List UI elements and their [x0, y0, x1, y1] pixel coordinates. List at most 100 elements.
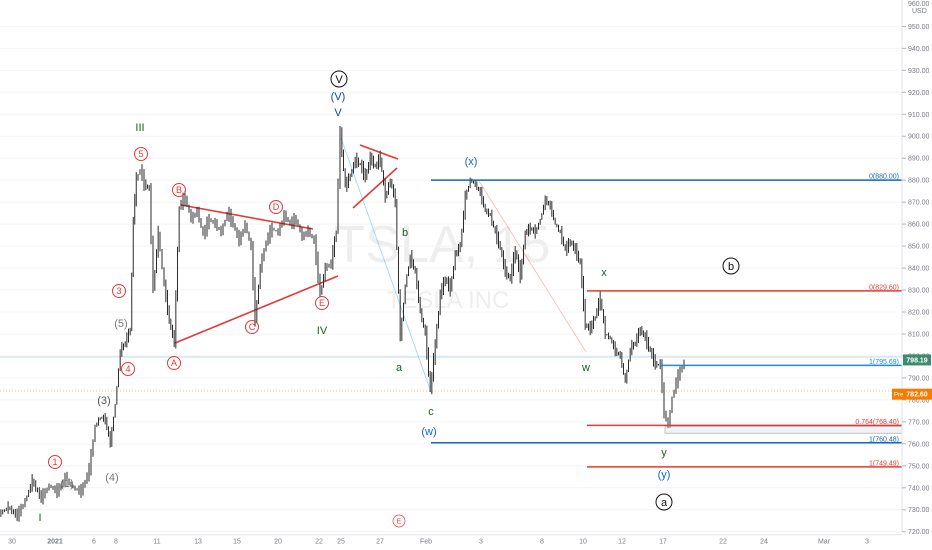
watermark: TSLA, 15 TESLA INC [334, 216, 551, 314]
fib-label: 0.764(768.40) [855, 419, 899, 426]
x-tick-label: 8 [540, 539, 544, 546]
wave-label: c [428, 406, 434, 418]
wave-label: B [176, 185, 182, 195]
x-tick-label: 2021 [47, 539, 63, 546]
y-tick-label: 790.00 [908, 375, 930, 382]
drawings [0, 137, 902, 396]
trendline [180, 204, 314, 230]
trendline [340, 137, 433, 396]
wave-circle [134, 147, 148, 161]
wave-label: (3) [97, 395, 110, 407]
price-axis[interactable]: 960.00 USD 720.00 730.00 740.00 750.00 760.0… [901, 0, 930, 536]
fib-label: 0(829.60) [869, 284, 899, 291]
x-tick-label: 8 [114, 539, 118, 546]
x-tick-label: 13 [194, 539, 202, 546]
x-tick-label: 15 [233, 539, 241, 546]
wave-label: E [319, 298, 325, 308]
y-tick-label: 770.00 [908, 419, 930, 426]
wave-label: V [335, 74, 343, 86]
wave-labels: IIIIIVV(V)V(1)(3)(4)(5)1345ABCDEEabc(w)(… [38, 70, 740, 528]
wave-circle [48, 455, 62, 469]
y-tick-label: 900.00 [908, 134, 930, 141]
y-tick-label: 880.00 [908, 178, 930, 185]
wave-label: a [396, 362, 403, 374]
y-tick-label: 950.00 [908, 24, 930, 31]
time-axis[interactable]: 30 2021 6 8 11 13 15 20 22 25 27 Feb 3 8 10 12 17 22 24 Mar… [0, 534, 902, 546]
wave-circle [112, 284, 126, 298]
current-price-label: 798.19 [906, 357, 928, 364]
y-tick-label: 930.00 [908, 68, 930, 75]
pre-price-label: 782.60 [906, 392, 928, 399]
y-tick-label: 960.00 [908, 1, 930, 8]
wave-label: 5 [138, 149, 143, 159]
wave-label: A [171, 358, 177, 368]
price-badges: 798.19 Pre 782.60 [892, 354, 932, 400]
wave-label: D [273, 202, 280, 212]
wave-label: (V) [331, 91, 346, 103]
wave-label: V [334, 107, 342, 119]
current-price-badge [903, 354, 931, 366]
y-tick-label: 840.00 [908, 266, 930, 273]
x-tick-label: 17 [659, 539, 667, 546]
wave-circle [315, 296, 329, 310]
fib-label: 1(795.69) [869, 359, 899, 366]
x-tick-label: 20 [274, 539, 282, 546]
wave-label: E [397, 519, 402, 526]
wave-label: (x) [465, 156, 478, 168]
x-tick-label: 27 [376, 539, 384, 546]
y-tick-label: 740.00 [908, 485, 930, 492]
x-tick-label: 22 [719, 539, 727, 546]
wave-label: (1) [60, 478, 73, 490]
x-tick-label: 12 [618, 539, 626, 546]
wave-circle [330, 70, 348, 88]
wave-circle [121, 362, 135, 376]
wave-label: 3 [116, 286, 121, 296]
x-tick-label: 25 [337, 539, 345, 546]
wave-label: y [661, 447, 667, 459]
y-tick-label: 760.00 [908, 441, 930, 448]
y-tick-label: 940.00 [908, 46, 930, 53]
wave-label: x [601, 267, 607, 279]
wave-circle [655, 493, 673, 511]
wave-label: (y) [658, 469, 671, 481]
wave-label: III [135, 122, 144, 134]
wave-label: I [38, 512, 41, 524]
wave-circle [722, 257, 740, 275]
gridlines [0, 25, 902, 533]
wave-label: 1 [52, 457, 57, 467]
pre-price-badge [892, 388, 932, 400]
wave-label: (4) [105, 472, 118, 484]
y-tick-label: 830.00 [908, 288, 930, 295]
wave-label: w [581, 362, 590, 374]
x-tick-label: 30 [8, 539, 16, 546]
y-tick-label: 850.00 [908, 244, 930, 251]
fib-label: 1(749.49) [869, 460, 899, 467]
wave-label: IV [317, 325, 328, 337]
wave-label: 4 [125, 364, 130, 374]
fib-label: 1(760.48) [869, 436, 899, 443]
y-tick-label: 720.00 [908, 529, 930, 536]
wave-label: a [661, 497, 668, 509]
fib-zone [664, 426, 903, 434]
y-tick-label: 870.00 [908, 200, 930, 207]
x-tick-label: 22 [315, 539, 323, 546]
wave-circle [269, 200, 283, 214]
wave-label: C [249, 322, 256, 332]
fib-label: 0(880.00) [869, 174, 899, 181]
y-tick-label: 910.00 [908, 112, 930, 119]
wave-circle [167, 356, 181, 370]
y-tick-label: 820.00 [908, 310, 930, 317]
x-tick-label: 11 [153, 539, 160, 546]
trendline [352, 167, 398, 209]
x-tick-label: 3 [479, 539, 483, 546]
wave-label: (w) [421, 426, 436, 438]
y-tick-label: 890.00 [908, 156, 930, 163]
trendline [359, 144, 399, 160]
wave-label: b [402, 227, 408, 239]
watermark-symbol: TSLA, 15 [334, 216, 551, 274]
x-tick-label: Mar [818, 539, 831, 546]
wave-circle [392, 514, 406, 528]
y-tick-label: 780.00 [908, 397, 930, 404]
y-tick-label: 860.00 [908, 222, 930, 229]
